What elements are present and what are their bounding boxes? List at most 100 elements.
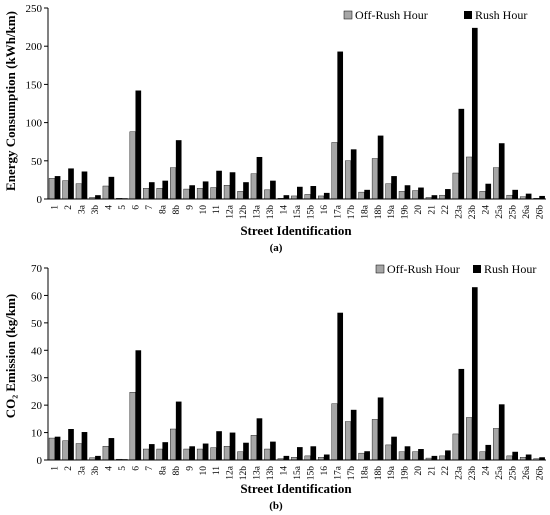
- bar-rush-16: [323, 454, 330, 460]
- x-tick-label-5: 5: [118, 466, 128, 471]
- bar-rush-17b: [350, 409, 357, 460]
- bar-rush-11: [216, 431, 222, 460]
- bar-rush-15a: [297, 186, 303, 199]
- x-tick-label-13a: 13a: [253, 465, 263, 480]
- bar-off-rush-17b: [344, 160, 352, 200]
- legend-swatch-off-rush: [343, 10, 353, 20]
- y-tick-label: 10: [31, 428, 43, 440]
- bar-rush-20: [418, 449, 424, 460]
- bar-rush-13b: [270, 180, 276, 199]
- x-tick-label-21: 21: [428, 205, 438, 215]
- x-tick-label-10: 10: [199, 205, 209, 215]
- x-tick-label-14: 14: [280, 466, 290, 476]
- bar-off-rush-8a: [156, 188, 163, 200]
- x-tick-label-12b: 12b: [239, 205, 249, 220]
- bar-off-rush-10: [196, 188, 203, 200]
- legend: Off-Rush Hour Rush Hour: [343, 8, 527, 22]
- bar-rush-15b: [310, 446, 317, 460]
- bar-rush-10: [202, 181, 209, 199]
- bar-rush-17a: [337, 51, 344, 199]
- bar-off-rush-25a: [493, 167, 500, 200]
- x-tick-label-25b: 25b: [508, 466, 518, 481]
- bar-rush-2: [68, 168, 74, 199]
- y-tick-label: 40: [31, 345, 43, 357]
- x-tick-label-18a: 18a: [360, 204, 370, 219]
- bar-off-rush-17a: [331, 142, 338, 200]
- bar-rush-11: [216, 170, 222, 199]
- x-tick-label-23b: 23b: [468, 466, 478, 481]
- x-tick-label-20: 20: [414, 205, 424, 215]
- bar-off-rush-1: [48, 437, 55, 461]
- bar-off-rush-9: [183, 188, 190, 200]
- bar-rush-12a: [229, 172, 236, 199]
- x-tick-label-18b: 18b: [374, 205, 384, 220]
- bar-rush-23b: [471, 287, 478, 460]
- x-tick-label-11: 11: [212, 205, 222, 214]
- bar-off-rush-8a: [156, 448, 163, 461]
- bar-off-rush-2: [62, 440, 69, 461]
- x-tick-label-17b: 17b: [347, 466, 357, 481]
- x-tick-label-19b: 19b: [401, 466, 411, 481]
- bar-rush-6: [135, 90, 142, 199]
- bar-off-rush-15b: [304, 455, 311, 461]
- bar-rush-8a: [162, 180, 169, 199]
- bar-rush-17a: [337, 312, 344, 460]
- bar-rush-18b: [377, 397, 384, 460]
- bar-rush-4: [108, 438, 115, 460]
- legend-label-rush: Rush Hour: [475, 8, 527, 22]
- bar-off-rush-7: [143, 448, 150, 461]
- bar-rush-6: [135, 350, 142, 460]
- x-tick-label-25a: 25a: [495, 465, 505, 480]
- x-tick-label-26b: 26b: [535, 205, 545, 220]
- bar-off-rush-20: [412, 190, 419, 200]
- x-tick-label-19b: 19b: [401, 205, 411, 220]
- bar-rush-13b: [270, 441, 276, 460]
- bar-off-rush-13a: [250, 173, 257, 200]
- x-tick-label-21: 21: [428, 466, 438, 476]
- x-tick-label-22: 22: [441, 466, 451, 476]
- bar-rush-21: [431, 455, 438, 460]
- bar-off-rush-19a: [385, 444, 392, 461]
- bar-off-rush-25b: [506, 194, 513, 200]
- x-tick-label-6: 6: [131, 205, 141, 210]
- y-tick-label: 20: [31, 400, 43, 412]
- x-tick-label-1: 1: [51, 205, 61, 210]
- x-tick-label-16: 16: [320, 205, 330, 215]
- y-axis-title: Energy Consumption (kWh/km): [3, 11, 18, 191]
- x-tick-label-8b: 8b: [172, 205, 182, 215]
- bar-off-rush-19a: [385, 183, 392, 200]
- bar-rush-20: [418, 187, 424, 199]
- x-tick-label-2: 2: [64, 205, 74, 210]
- bar-off-rush-24: [479, 451, 486, 461]
- bar-rush-16: [323, 192, 330, 199]
- bar-rush-9: [189, 446, 195, 460]
- bar-rush-8b: [175, 140, 182, 199]
- x-tick-label-13a: 13a: [253, 204, 263, 219]
- bar-rush-12a: [229, 432, 236, 460]
- x-tick-label-11: 11: [212, 466, 222, 475]
- x-tick-label-22: 22: [441, 205, 451, 215]
- bar-rush-8a: [162, 442, 169, 460]
- bar-off-rush-11: [210, 447, 217, 461]
- bar-off-rush-6: [129, 392, 136, 461]
- bar-rush-25a: [498, 143, 505, 199]
- bar-rush-23a: [458, 108, 465, 199]
- bar-off-rush-17a: [331, 403, 338, 461]
- y-tick-label: 150: [26, 79, 43, 91]
- x-tick-label-16: 16: [320, 466, 330, 476]
- x-tick-label-26b: 26b: [535, 466, 545, 481]
- bar-off-rush-6: [129, 131, 136, 200]
- bar-off-rush-17b: [344, 421, 352, 461]
- bar-off-rush-18b: [371, 158, 378, 200]
- bar-rush-19b: [404, 446, 411, 460]
- bar-rush-22: [445, 450, 451, 460]
- x-tick-label-7: 7: [145, 466, 155, 471]
- bar-rush-17b: [350, 149, 357, 199]
- bar-rush-13a: [256, 418, 263, 460]
- bar-rush-18b: [377, 135, 384, 199]
- x-tick-label-12a: 12a: [226, 204, 236, 219]
- bar-off-rush-24: [479, 191, 486, 200]
- x-tick-label-15b: 15b: [306, 466, 316, 481]
- bar-rush-1: [54, 176, 61, 199]
